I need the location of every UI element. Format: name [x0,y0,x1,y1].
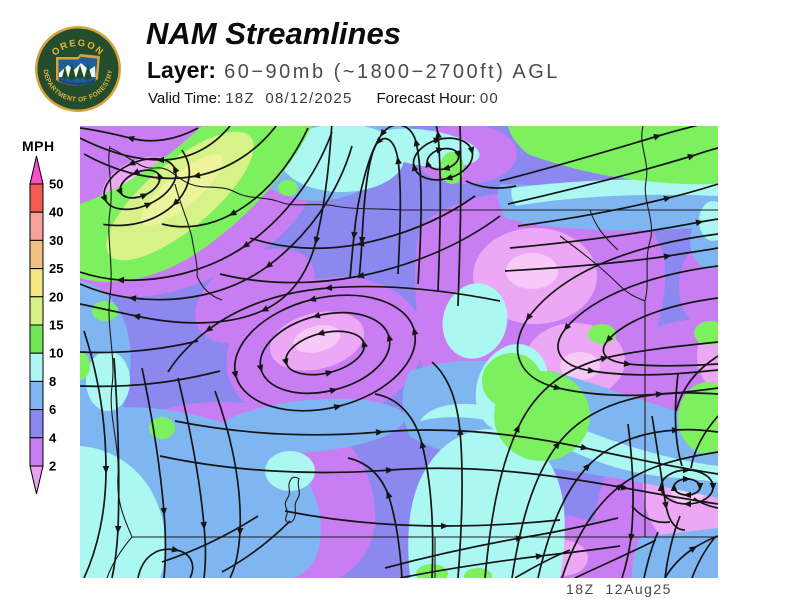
streamline-map [80,126,718,578]
legend-segment [29,324,44,354]
trees [62,63,92,81]
legend-segment [29,437,44,467]
legend-tick-label: 25 [49,261,63,276]
valid-time-line: Valid Time: 18Z 08/12/2025 Forecast Hour:… [148,90,499,107]
legend-segment [29,239,44,270]
legend-tick-label: 10 [49,346,63,361]
legend-segment [29,211,44,241]
legend-tick-label: 50 [49,177,63,192]
streamlines-layer [80,126,718,578]
legend-segment [29,183,44,213]
legend-tick-label: 30 [49,233,63,248]
legend-colorbar: 50 40 30 25 20 15 10 8 6 4 2 [29,155,63,495]
legend-segment [29,409,44,439]
north-vortex [412,132,477,186]
se-vortex [660,470,713,504]
legend-segment [29,352,44,382]
map-timestamp: 18Z 12Aug25 [566,581,672,597]
legend-arrow-below-min [29,465,44,495]
odf-logo: OREGON DEPARTMENT OF FORESTRY [35,26,121,112]
layer-label: Layer: [147,57,217,83]
valid-time-value: 18Z 08/12/2025 [225,90,353,107]
page-title: NAM Streamlines [146,16,401,51]
legend-segment [29,296,44,326]
forecast-hour-value: 00 [479,90,499,107]
legend-tick-label: 6 [49,402,56,417]
legend-tick-label: 20 [49,289,63,304]
forecast-hour-label: Forecast Hour: [376,90,480,107]
layer-line: Layer: 60−90mb (~1800−2700ft) AGL [147,57,560,84]
legend-segment [29,268,44,298]
legend-tick-label: 4 [49,430,57,445]
nw-vortex [103,149,191,227]
legend-tick-label: 2 [49,459,56,474]
legend-tick-label: 15 [49,318,63,333]
wind-speed-field [80,126,718,578]
legend-title: MPH [22,138,55,154]
oregon-state-emblem [56,54,100,86]
legend-tick-label: 8 [49,374,56,389]
valid-time-label: Valid Time: [148,90,226,107]
legend-tick-label: 40 [49,205,63,220]
legend-arrow-above-max [29,155,44,185]
center-eddy [233,277,427,428]
wind-speed-legend: MPH 50 40 30 25 20 15 10 8 6 4 2 [14,138,84,518]
legend-segment [29,380,44,411]
layer-value: 60−90mb (~1800−2700ft) AGL [224,61,560,83]
